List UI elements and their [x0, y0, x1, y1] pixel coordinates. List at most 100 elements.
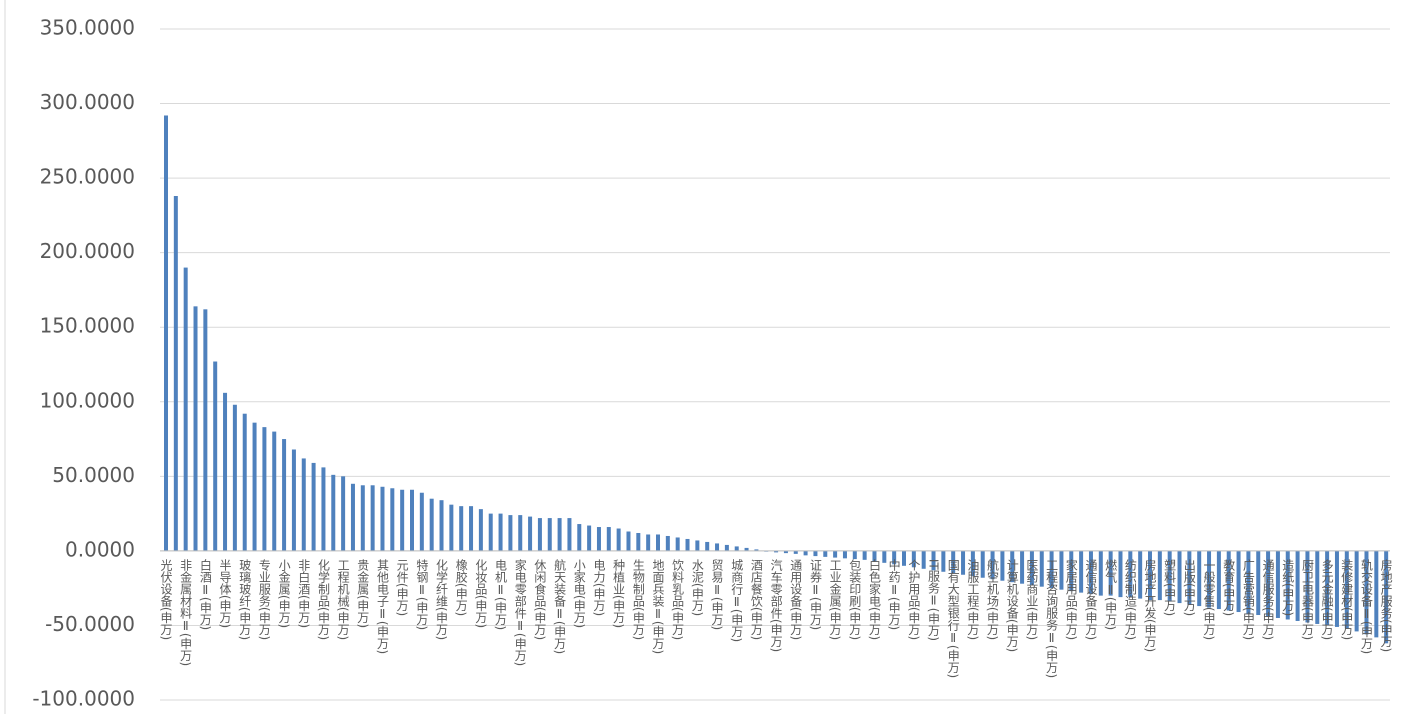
x-tick-label: 化学制品(申万): [316, 558, 330, 640]
bar: [203, 309, 208, 551]
bar: [685, 538, 690, 551]
bar: [350, 483, 355, 551]
bar: [1148, 550, 1152, 601]
bar: [518, 515, 523, 551]
bar: [429, 498, 434, 551]
bar: [1059, 550, 1064, 590]
bar: [587, 525, 592, 551]
y-tick-label: 0.0000: [65, 537, 135, 561]
bar: [1285, 550, 1290, 620]
x-tick-label: 家居用品(申万): [1064, 557, 1078, 640]
x-tick-label: 厨卫电器(申万): [1300, 558, 1314, 640]
x-tick-label: 装修建材(申万): [1340, 558, 1354, 640]
x-tick-label: 酒店餐饮(申万): [749, 558, 763, 640]
y-tick-label: 200.0000: [40, 239, 135, 263]
x-tick-label: 计算机设备(申万): [1005, 558, 1019, 652]
bar: [961, 550, 966, 575]
x-tick-label: 医药商业(申万): [1025, 559, 1039, 640]
y-tick-label: 150.0000: [40, 314, 135, 338]
x-tick-label: 通用设备(申万): [789, 558, 803, 640]
bar: [183, 267, 188, 551]
x-tick-label: 特钢Ⅱ(申万): [415, 557, 429, 630]
x-tick-label: 白酒Ⅱ(申万): [198, 557, 212, 630]
bar: [1305, 550, 1310, 623]
bar: [626, 531, 631, 551]
x-tick-label: 工程机械(申万): [336, 559, 350, 640]
bar: [380, 486, 385, 551]
bar: [892, 550, 897, 565]
bar: [941, 550, 946, 572]
bar: [715, 543, 720, 551]
bar: [419, 492, 424, 551]
bar: [1256, 550, 1261, 616]
bar: [695, 540, 700, 551]
bar: [1167, 550, 1172, 602]
bar: [360, 485, 365, 551]
x-tick-label: 工业金属(申万): [828, 559, 842, 640]
x-tick-label: 元件(申万): [395, 559, 409, 616]
bar: [469, 506, 474, 551]
x-tick-label: 燃气Ⅱ(申万): [1104, 557, 1118, 630]
bar: [1236, 550, 1241, 613]
bar: [1029, 550, 1034, 586]
bar: [577, 524, 582, 551]
bar: [370, 485, 375, 551]
bar: [1226, 550, 1231, 611]
x-tick-label: 其他电子Ⅱ(申万): [375, 558, 389, 654]
bar: [1364, 550, 1369, 635]
bar: [1108, 550, 1113, 596]
bar: [902, 550, 906, 566]
bar: [173, 196, 178, 551]
x-tick-label: 休闲食品(申万): [533, 558, 547, 640]
bar: [321, 467, 326, 551]
bar: [262, 427, 267, 551]
bar: [528, 516, 533, 551]
bar: [970, 550, 975, 577]
bar: [1088, 550, 1093, 595]
bar: [557, 518, 562, 551]
x-tick-label: 油服工程(申万): [966, 558, 980, 640]
x-tick-label: 电力(申万): [592, 558, 606, 616]
bar: [931, 550, 936, 571]
x-tick-label: 家电零部件Ⅱ(申万): [513, 557, 527, 666]
bar: [242, 413, 247, 551]
bar: [921, 550, 926, 569]
bar: [272, 431, 277, 551]
bar: [833, 550, 838, 558]
x-tick-label: 电机Ⅱ(申万): [494, 558, 508, 630]
x-tick-label: 包装印刷(申万): [848, 558, 862, 640]
bar: [774, 550, 779, 553]
bar: [1344, 550, 1349, 629]
bar: [1197, 550, 1202, 607]
x-tick-label: 轨交设备Ⅱ(申万): [1359, 558, 1373, 654]
bar: [646, 534, 651, 551]
bar: [1020, 550, 1025, 584]
bar: [1384, 550, 1389, 644]
bar: [665, 535, 670, 551]
x-tick-label: 地面兵装Ⅱ(申万): [651, 558, 665, 654]
bar: [911, 550, 916, 568]
bar: [823, 550, 828, 557]
x-tick-label: 城商行Ⅱ(申万): [730, 558, 744, 642]
bar: [1295, 550, 1300, 621]
bar: [478, 509, 483, 551]
bar: [1000, 550, 1005, 581]
x-tick-label: 橡胶(申万): [454, 558, 468, 616]
bar: [1157, 550, 1162, 601]
bar: [990, 550, 995, 580]
x-tick-label: 光伏设备(申万): [159, 558, 173, 640]
bar: [842, 550, 847, 559]
bar: [301, 458, 306, 551]
bar: [547, 518, 552, 551]
bar: [980, 550, 985, 578]
bar: [1128, 550, 1133, 598]
bar: [1216, 550, 1221, 610]
bar: [311, 462, 316, 551]
bar: [537, 518, 542, 551]
x-tick-label: 小金属(申万): [277, 558, 291, 628]
x-tick-label: 汽车零部件(申万): [769, 557, 783, 652]
x-tick-label: 纺织制造(申万): [1123, 558, 1137, 640]
bar: [1246, 550, 1251, 614]
bar: [498, 513, 503, 551]
bar: [793, 550, 798, 554]
